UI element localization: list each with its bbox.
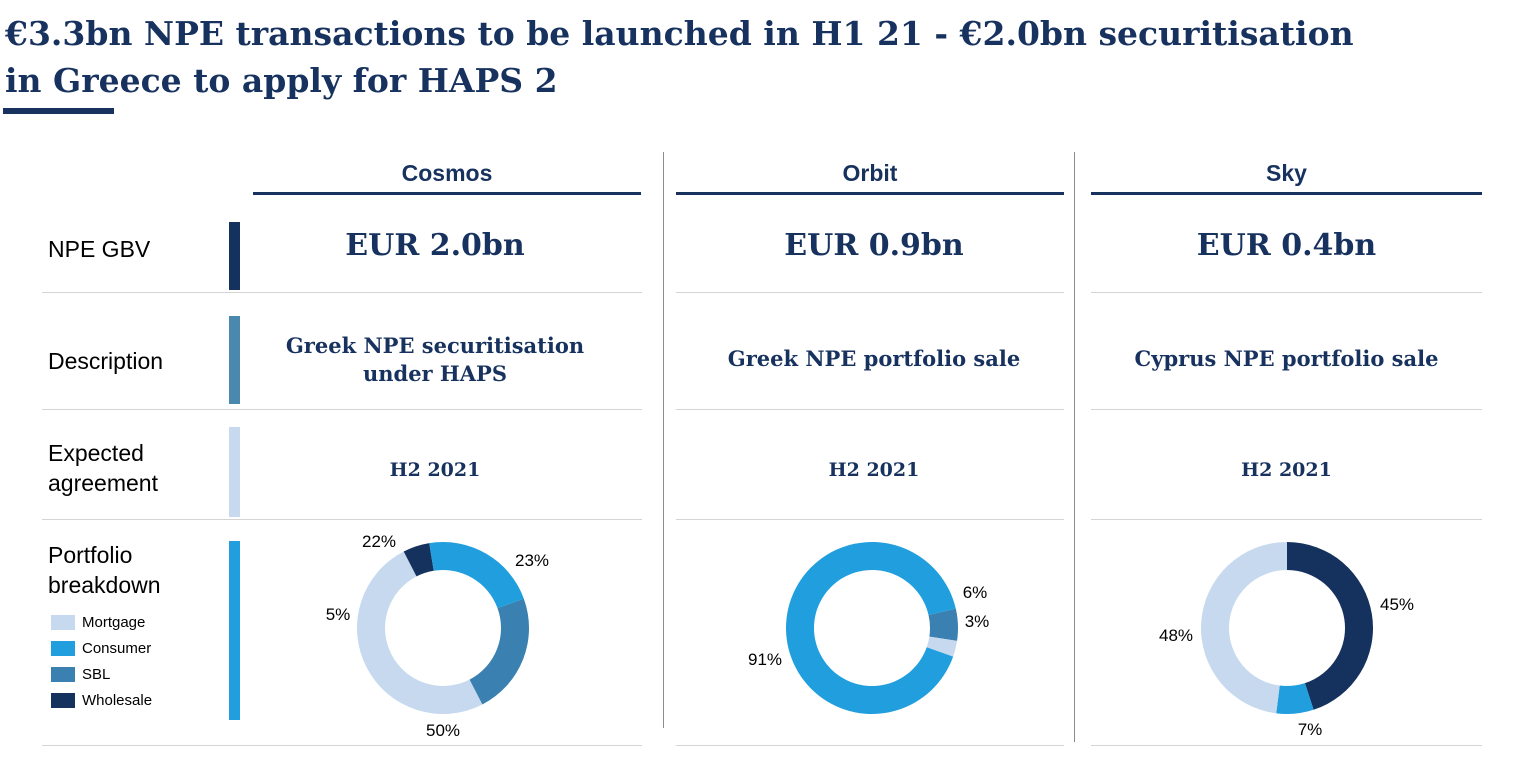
chart-legend: Mortgage Consumer SBL Wholesale: [51, 609, 152, 713]
donut-slice-orbit-consumer: [786, 541, 956, 714]
row-divider: [1091, 745, 1482, 746]
donut-label-orbit-consumer: 91%: [748, 650, 782, 669]
row-divider: [1091, 519, 1482, 520]
donut-slice-orbit-mortgage: [926, 636, 958, 657]
description-line: Cyprus NPE portfolio sale: [1134, 346, 1439, 371]
description-sky: Cyprus NPE portfolio sale: [1091, 345, 1482, 373]
row-bar-portfolio-breakdown: [229, 541, 240, 720]
legend-item-sbl: SBL: [51, 661, 152, 687]
row-label-description: Description: [48, 348, 164, 374]
row-divider: [42, 292, 642, 293]
legend-item-wholesale: Wholesale: [51, 687, 152, 713]
title-underline: [3, 108, 114, 114]
column-separator-1: [663, 152, 664, 728]
column-header-cosmos: Cosmos: [401, 160, 493, 186]
agreement-cosmos: H2 2021: [389, 459, 481, 481]
legend-swatch: [51, 692, 75, 708]
legend-label: Wholesale: [82, 691, 153, 709]
row-divider: [676, 292, 1064, 293]
donut-slice-cosmos-wholesale: [403, 543, 434, 577]
legend-label: Consumer: [82, 639, 152, 657]
row-label-line: agreement: [48, 470, 158, 496]
page-title: €3.3bn NPE transactions to be launched i…: [5, 14, 1354, 100]
legend-label: SBL: [82, 665, 111, 683]
donut-label-cosmos-mortgage: 50%: [426, 721, 460, 740]
description-cosmos: Greek NPE securitisation under HAPS: [253, 332, 617, 388]
donut-slice-cosmos-sbl: [469, 598, 529, 705]
description-orbit: Greek NPE portfolio sale: [676, 345, 1072, 373]
row-label-expected-agreement: Expected agreement: [48, 438, 158, 498]
donut-label-cosmos-consumer: 22%: [362, 532, 396, 551]
agreement-sky: H2 2021: [1241, 459, 1332, 481]
gbv-value-orbit: EUR 0.9bn: [784, 228, 964, 263]
legend-swatch: [51, 666, 75, 682]
description-line: Greek NPE portfolio sale: [727, 346, 1021, 371]
donut-label-orbit-mortgage: 3%: [965, 612, 990, 631]
row-divider: [676, 745, 1064, 746]
row-bar-expected-agreement: [229, 427, 240, 517]
donut-label-cosmos-sbl: 23%: [515, 551, 549, 570]
donut-slice-sky-mortgage: [1200, 542, 1287, 714]
legend-label: Mortgage: [82, 613, 146, 631]
donut-label-cosmos-wholesale: 5%: [326, 605, 351, 624]
row-bar-npe-gbv: [229, 222, 240, 290]
row-divider: [1091, 292, 1482, 293]
row-bar-description: [229, 316, 240, 404]
row-label-line: Expected: [48, 440, 144, 466]
column-header-sky: Sky: [1266, 160, 1307, 186]
donut-slice-cosmos-consumer: [429, 542, 524, 609]
gbv-value-cosmos: EUR 2.0bn: [345, 228, 525, 263]
row-label-line: Portfolio: [48, 542, 133, 568]
row-divider: [676, 519, 1064, 520]
donut-slice-sky-wholesale: [1287, 542, 1373, 710]
agreement-orbit: H2 2021: [828, 459, 920, 481]
row-divider: [676, 409, 1064, 410]
donut-slice-sky-consumer: [1276, 683, 1314, 714]
row-label-portfolio-breakdown: Portfolio breakdown: [48, 540, 161, 600]
column-separator-2: [1074, 152, 1075, 742]
row-label-npe-gbv: NPE GBV: [48, 236, 151, 262]
donut-label-sky-wholesale: 45%: [1380, 595, 1414, 614]
row-divider: [1091, 409, 1482, 410]
description-line: Greek NPE securitisation: [285, 333, 585, 358]
column-header-orbit: Orbit: [842, 160, 898, 186]
row-divider: [42, 409, 642, 410]
column-rule-orbit: [676, 192, 1064, 195]
legend-swatch: [51, 614, 75, 630]
legend-swatch: [51, 640, 75, 656]
donut-label-orbit-sbl: 6%: [963, 583, 988, 602]
legend-item-consumer: Consumer: [51, 635, 152, 661]
legend-item-mortgage: Mortgage: [51, 609, 152, 635]
row-divider: [42, 519, 642, 520]
donut-slice-cosmos-mortgage: [357, 551, 483, 714]
column-rule-cosmos: [253, 192, 641, 195]
row-divider: [42, 745, 642, 746]
description-line: under HAPS: [362, 361, 508, 386]
donut-label-sky-consumer: 7%: [1298, 720, 1323, 739]
donut-label-sky-mortgage: 48%: [1159, 626, 1193, 645]
donut-slice-orbit-sbl: [928, 608, 958, 641]
gbv-value-sky: EUR 0.4bn: [1196, 228, 1377, 263]
column-rule-sky: [1091, 192, 1482, 195]
row-label-line: breakdown: [48, 572, 161, 598]
